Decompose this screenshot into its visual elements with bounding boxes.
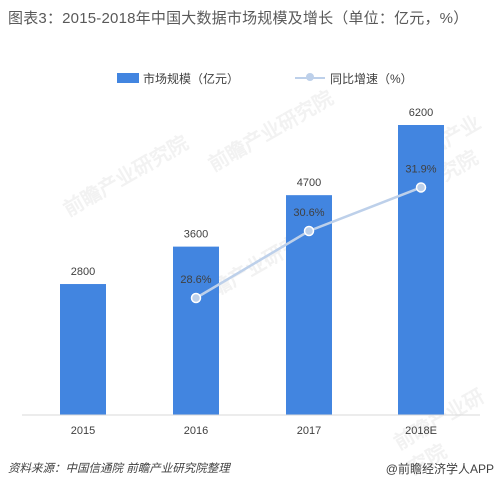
legend-line-label: 同比增速（%） [330,72,413,86]
bar-value-label: 2800 [71,266,95,278]
growth-value-label: 28.6% [180,274,211,286]
bar-value-label: 4700 [297,177,321,189]
growth-point [303,225,315,237]
x-tick-label: 2016 [184,425,208,437]
x-tick-label: 2018E [405,425,437,437]
bar [173,246,219,415]
chart-title: 图表3：2015-2018年中国大数据市场规模及增长（单位：亿元，%） [8,10,469,27]
x-tick-label: 2015 [71,425,95,437]
bar [398,125,444,415]
growth-point [190,292,202,304]
bar-value-label: 3600 [184,229,208,241]
growth-point [415,182,427,193]
bar-value-label: 6200 [409,107,433,119]
legend-bar-swatch [117,73,139,83]
legend-line-marker [306,73,314,81]
source-note: 资料来源：中国信通院 前瞻产业研究院整理 [8,463,230,475]
growth-value-label: 31.9% [405,163,436,175]
x-tick-label: 2017 [297,425,321,437]
brand-label: @前瞻经济学人APP [385,462,494,476]
legend-bar-label: 市场规模（亿元） [143,72,240,86]
growth-value-label: 30.6% [293,207,324,219]
bar [60,284,106,415]
legend: 市场规模（亿元） 同比增速（%） [0,68,501,88]
